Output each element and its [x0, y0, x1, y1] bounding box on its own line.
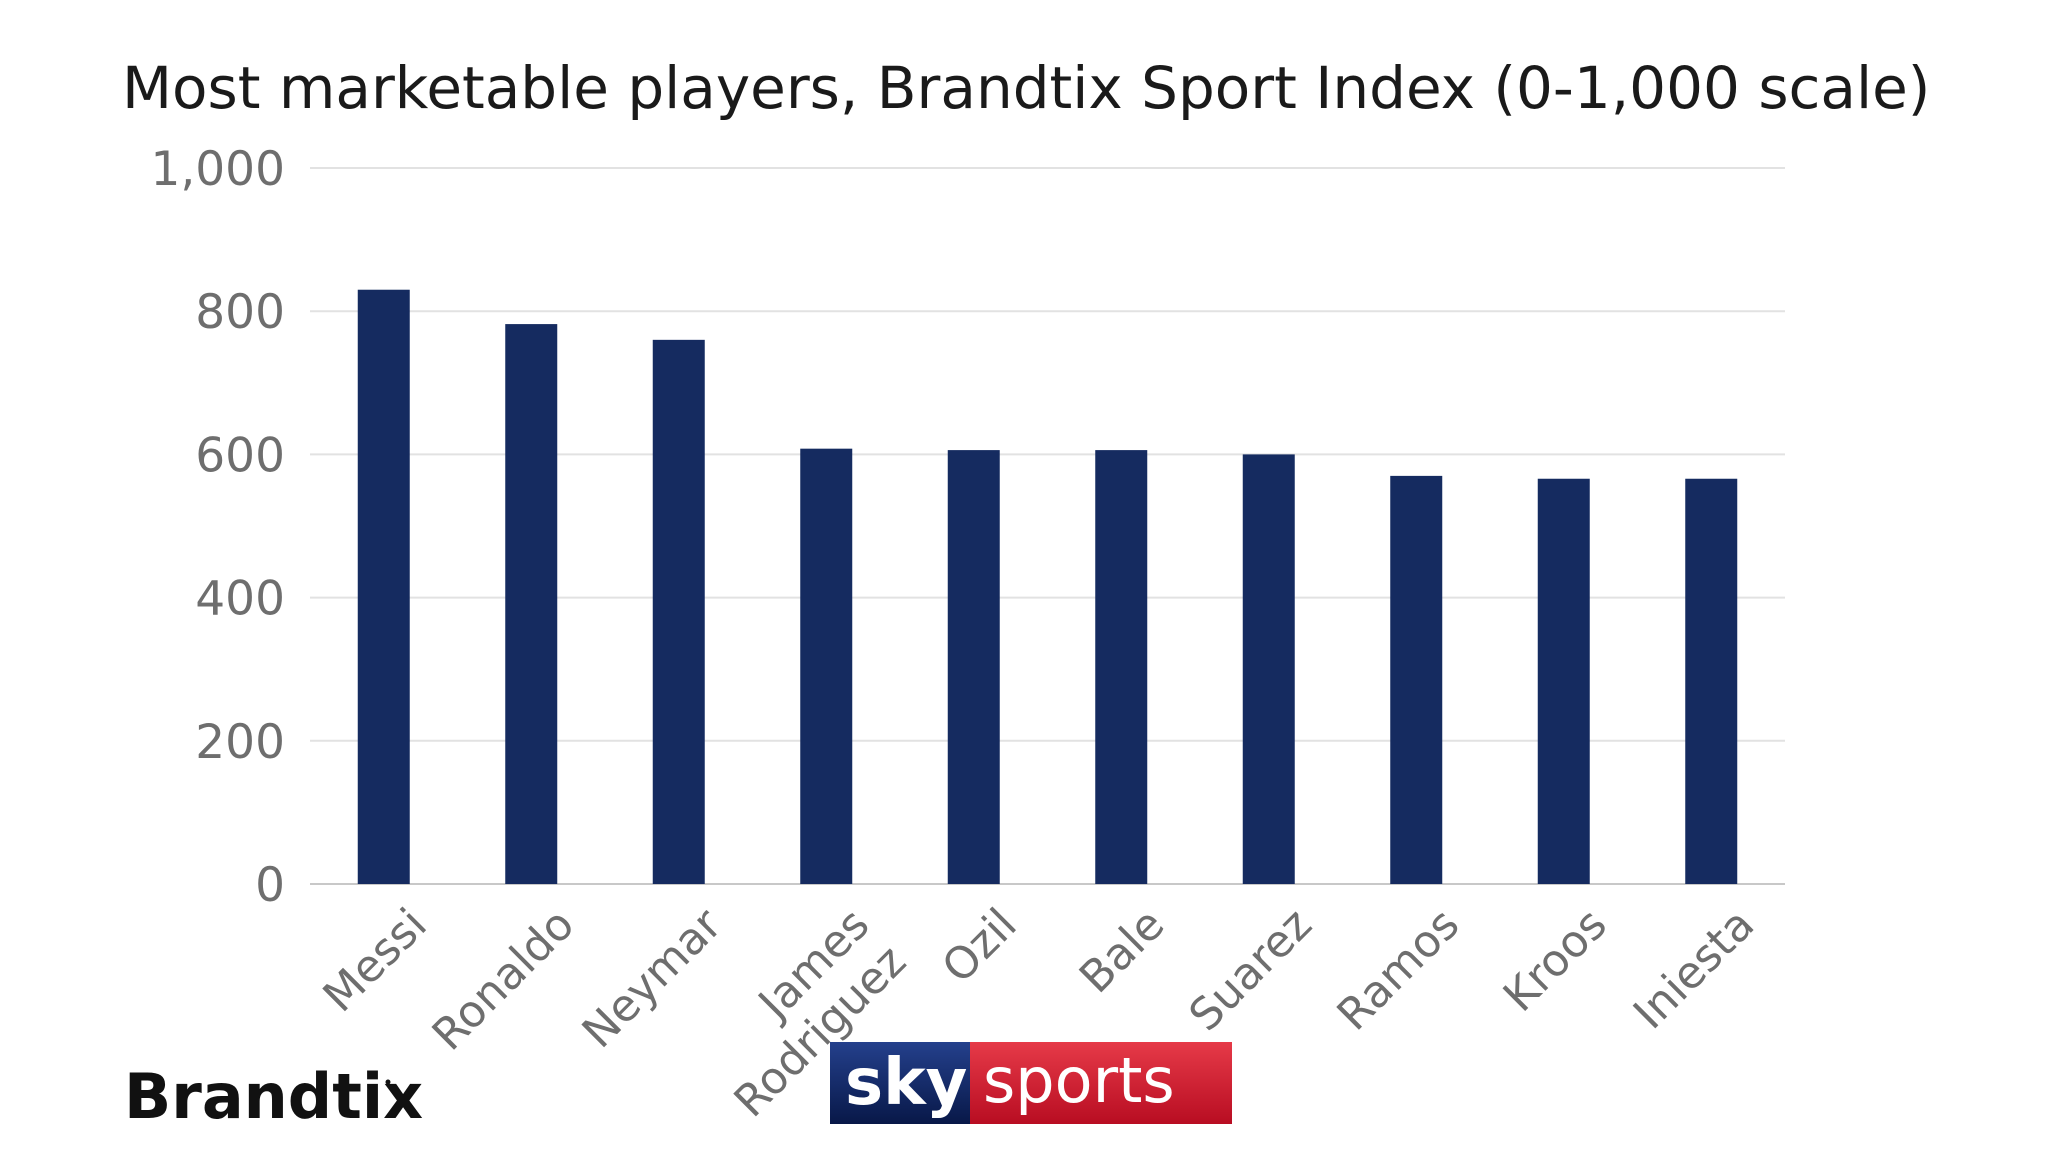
bar-ozil — [947, 450, 1000, 884]
y-tick-label: 800 — [195, 285, 285, 340]
y-tick-label: 0 — [255, 858, 285, 913]
y-tick-label: 600 — [195, 428, 285, 483]
brandtix-logo: Brandtix — [124, 1060, 423, 1133]
sky-logo-text: sky — [845, 1046, 967, 1120]
x-tick-label: Kroos — [1494, 899, 1617, 1022]
x-tick-label-line: Ozil — [933, 899, 1027, 993]
x-tick-label-line: Messi — [314, 899, 437, 1022]
x-tick-label: Messi — [314, 899, 437, 1022]
x-tick-label-line: Neymar — [573, 898, 733, 1058]
bar-ramos — [1390, 475, 1443, 884]
bar-kroos — [1537, 478, 1590, 884]
bars — [357, 289, 1738, 885]
y-tick-label: 200 — [195, 715, 285, 770]
y-axis-tick-labels: 0 200 400 600 800 1,000 — [150, 142, 285, 913]
brandtix-logo-text: Brandtix — [124, 1060, 423, 1133]
x-tick-label: Neymar — [573, 898, 733, 1058]
sports-logo-text: sports — [983, 1044, 1175, 1117]
x-tick-label: Iniesta — [1624, 899, 1764, 1039]
bar-suarez — [1242, 454, 1295, 884]
x-tick-label: Bale — [1070, 899, 1174, 1003]
bar-james-rodriguez — [800, 448, 853, 884]
x-tick-label: Ozil — [933, 899, 1027, 993]
bar-messi — [357, 289, 410, 885]
bar-iniesta — [1685, 478, 1738, 884]
x-tick-label: Ramos — [1328, 899, 1470, 1041]
x-tick-label: Suarez — [1180, 899, 1322, 1041]
x-tick-label-line: Iniesta — [1624, 899, 1764, 1039]
x-tick-label-line: Suarez — [1180, 899, 1322, 1041]
x-tick-label-line: Ronaldo — [423, 899, 585, 1061]
sky-logo-background — [830, 1042, 970, 1124]
chart-title: Most marketable players, Brandtix Sport … — [122, 54, 1930, 122]
bar-bale — [1095, 450, 1148, 884]
y-tick-label: 1,000 — [150, 142, 285, 197]
x-tick-label-line: Ramos — [1328, 899, 1470, 1041]
x-tick-label-line: Bale — [1070, 899, 1174, 1003]
bar-neymar — [652, 339, 705, 885]
y-tick-label: 400 — [195, 572, 285, 627]
sky-sports-logo: sky sports — [830, 1042, 1232, 1124]
x-tick-label-line: Kroos — [1494, 899, 1617, 1022]
bar-ronaldo — [505, 324, 558, 884]
sports-logo-background — [970, 1042, 1232, 1124]
x-tick-label: Ronaldo — [423, 899, 585, 1061]
brandtix-logo-dot — [385, 1079, 391, 1085]
